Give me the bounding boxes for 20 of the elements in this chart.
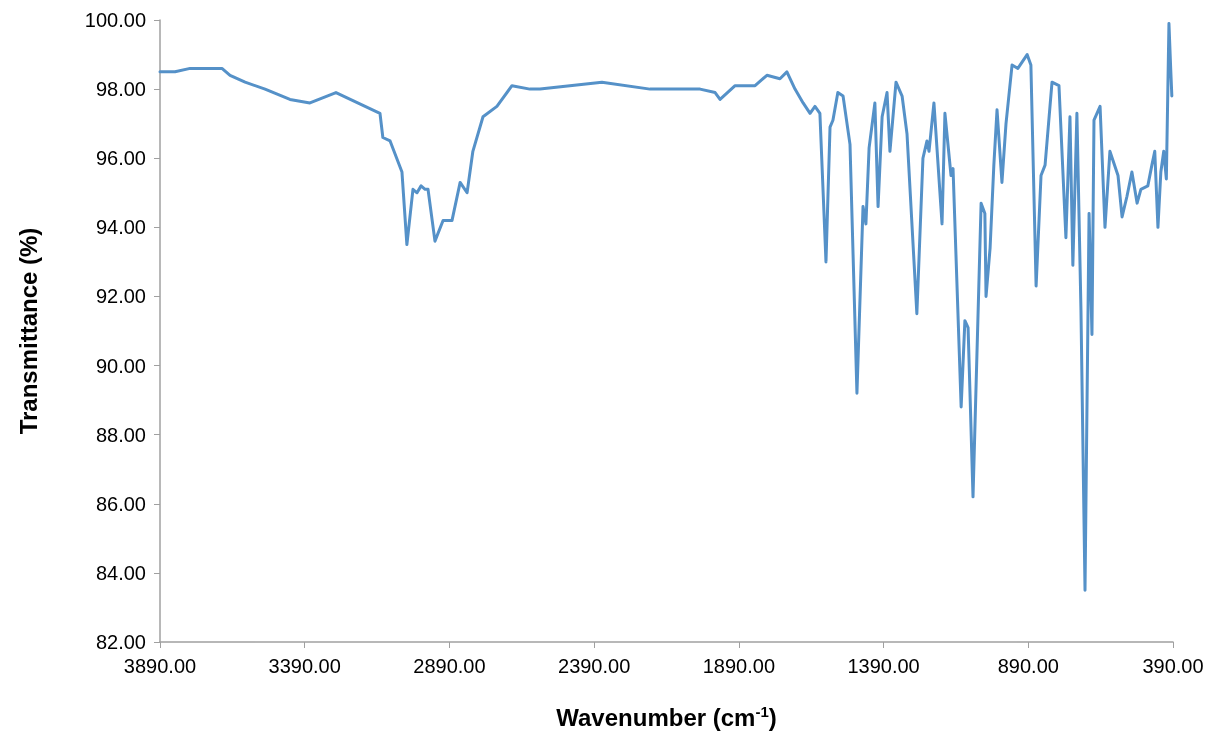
y-tick-label: 90.00: [95, 354, 146, 377]
x-tick-label: 3390.00: [268, 655, 341, 677]
y-tick-label: 96.00: [95, 147, 146, 170]
y-tick-label: 100.00: [84, 9, 146, 31]
y-tick-label: 84.00: [95, 561, 146, 584]
y-tick-label: 86.00: [95, 492, 146, 515]
y-tick-label: 88.00: [95, 423, 146, 446]
line-series: [158, 21, 1174, 592]
x-tick-label: 1390.00: [847, 655, 920, 677]
x-tick-label: 890.00: [997, 655, 1059, 677]
x-tick-label: 390.00: [1142, 655, 1204, 677]
y-tick-label: 92.00: [95, 285, 146, 308]
x-tick-label: 3890.00: [123, 655, 197, 677]
x-tick-label: 1890.00: [702, 655, 776, 677]
x-tick-label: 2890.00: [413, 655, 486, 677]
y-tick-label: 98.00: [95, 78, 146, 101]
y-tick-label: 82.00: [95, 631, 146, 653]
y-tick-label: 94.00: [95, 216, 146, 239]
y-axis-title: Transmittance (%): [14, 227, 42, 435]
x-tick-label: 2390.00: [557, 655, 631, 677]
